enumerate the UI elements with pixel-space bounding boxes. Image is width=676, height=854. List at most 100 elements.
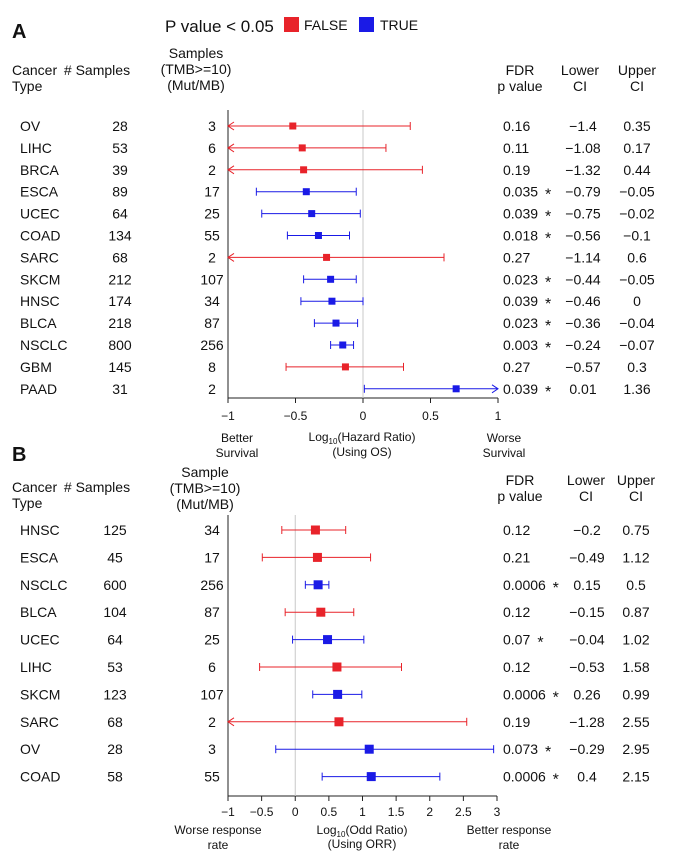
row-lower-ci: −1.4: [569, 118, 597, 134]
row-cancer-type: BRCA: [20, 162, 60, 178]
row-fdr-value: 0.0006: [503, 577, 546, 593]
row-fdr-value: 0.21: [503, 549, 530, 565]
row-cancer-type: SARC: [20, 249, 59, 265]
row-fdr-value: 0.035: [503, 184, 538, 200]
row-upper-ci: 1.02: [622, 632, 649, 648]
row-significance-star: *: [553, 772, 559, 789]
row-lower-ci: −1.08: [565, 140, 601, 156]
row-upper-ci: 0.5: [626, 577, 646, 593]
row-fdr-value: 0.039: [503, 206, 538, 222]
row-tmb-count: 2: [208, 714, 216, 730]
ci-arrow-left: [227, 165, 235, 175]
x-tick-label: 2: [426, 805, 433, 819]
row-tmb-count: 25: [204, 206, 220, 222]
row-fdr-value: 0.023: [503, 271, 538, 287]
row-sample-count: 104: [103, 604, 127, 620]
row-cancer-type: OV: [20, 741, 41, 757]
row-cancer-type: COAD: [20, 769, 60, 785]
row-significance-star: *: [545, 340, 551, 357]
row-significance-star: *: [537, 635, 543, 652]
row-lower-ci: −0.49: [569, 549, 605, 565]
legend-swatch-false: [284, 17, 299, 32]
row-sample-count: 64: [107, 632, 123, 648]
row-cancer-type: HNSC: [20, 522, 60, 538]
row-significance-star: *: [545, 187, 551, 204]
legend-label-false: FALSE: [304, 17, 348, 33]
row-sample-count: 89: [112, 184, 128, 200]
row-tmb-count: 6: [208, 140, 216, 156]
row-fdr-value: 0.12: [503, 522, 530, 538]
x-axis-left-caption: Better Survival: [216, 431, 259, 460]
row-significance-star: *: [545, 744, 551, 761]
point-estimate-marker: [300, 166, 308, 174]
x-tick-label: 0.5: [422, 409, 439, 423]
row-lower-ci: −0.53: [569, 659, 605, 675]
row-lower-ci: −0.57: [565, 359, 601, 375]
row-lower-ci: −0.04: [569, 632, 605, 648]
row-significance-star: *: [545, 209, 551, 226]
point-estimate-marker: [314, 232, 322, 239]
row-cancer-type: NSCLC: [20, 577, 67, 593]
ci-arrow-left: [227, 143, 235, 153]
row-fdr-value: 0.16: [503, 118, 530, 134]
row-upper-ci: 0.87: [622, 604, 649, 620]
header-tmb-samples: Sample (TMB>=10) (Mut/MB): [170, 464, 241, 512]
header-cancer-type: Cancer Type: [12, 62, 57, 94]
point-estimate-marker: [289, 122, 297, 130]
row-significance-star: *: [545, 384, 551, 401]
x-axis-label-method: (Using ORR): [328, 837, 397, 851]
row-sample-count: 64: [112, 206, 128, 222]
point-estimate-marker: [452, 385, 460, 393]
row-upper-ci: 0.3: [627, 359, 647, 375]
row-fdr-value: 0.003: [503, 337, 538, 353]
row-cancer-type: ESCA: [20, 549, 59, 565]
row-sample-count: 39: [112, 162, 128, 178]
x-tick-label: −0.5: [284, 409, 308, 423]
row-cancer-type: BLCA: [20, 315, 57, 331]
header-cancer-type: Cancer Type: [12, 479, 57, 511]
row-lower-ci: −1.14: [565, 249, 601, 265]
x-tick-label: 0: [292, 805, 299, 819]
header-lower-ci: Lower CI: [567, 472, 605, 504]
row-upper-ci: 0: [633, 293, 641, 309]
row-tmb-count: 2: [208, 249, 216, 265]
row-sample-count: 68: [112, 249, 128, 265]
x-tick-label: −0.5: [250, 805, 274, 819]
point-estimate-marker: [332, 662, 342, 672]
x-tick-label: 0.5: [321, 805, 338, 819]
legend-title: P value < 0.05: [165, 17, 274, 36]
point-estimate-marker: [312, 552, 322, 562]
x-axis-label: Log10(Hazard Ratio): [309, 430, 416, 446]
point-estimate-marker: [308, 210, 316, 218]
row-sample-count: 134: [108, 228, 132, 244]
row-fdr-value: 0.039: [503, 293, 538, 309]
row-cancer-type: LIHC: [20, 659, 52, 675]
row-sample-count: 145: [108, 359, 132, 375]
row-lower-ci: 0.26: [573, 686, 600, 702]
ci-arrow-right: [491, 384, 499, 394]
header-fdr-p-value: FDR p value: [497, 472, 542, 504]
x-tick-label: 0: [360, 409, 367, 423]
row-fdr-value: 0.27: [503, 359, 530, 375]
row-cancer-type: COAD: [20, 228, 60, 244]
row-lower-ci: −1.32: [565, 162, 601, 178]
row-tmb-count: 6: [208, 659, 216, 675]
row-tmb-count: 2: [208, 162, 216, 178]
row-tmb-count: 107: [200, 271, 224, 287]
row-lower-ci: 0.4: [577, 769, 597, 785]
row-tmb-count: 3: [208, 118, 216, 134]
row-cancer-type: OV: [20, 118, 41, 134]
row-lower-ci: −0.75: [565, 206, 601, 222]
row-upper-ci: 0.99: [622, 686, 649, 702]
row-fdr-value: 0.12: [503, 659, 530, 675]
row-lower-ci: −0.24: [565, 337, 601, 353]
row-fdr-value: 0.19: [503, 162, 530, 178]
x-tick-label: 1: [495, 409, 502, 423]
row-significance-star: *: [553, 580, 559, 597]
row-cancer-type: SARC: [20, 714, 59, 730]
row-tmb-count: 17: [204, 549, 220, 565]
row-cancer-type: SKCM: [20, 686, 60, 702]
legend-swatch-true: [359, 17, 374, 32]
x-axis-right-caption: Better response rate: [467, 823, 552, 852]
